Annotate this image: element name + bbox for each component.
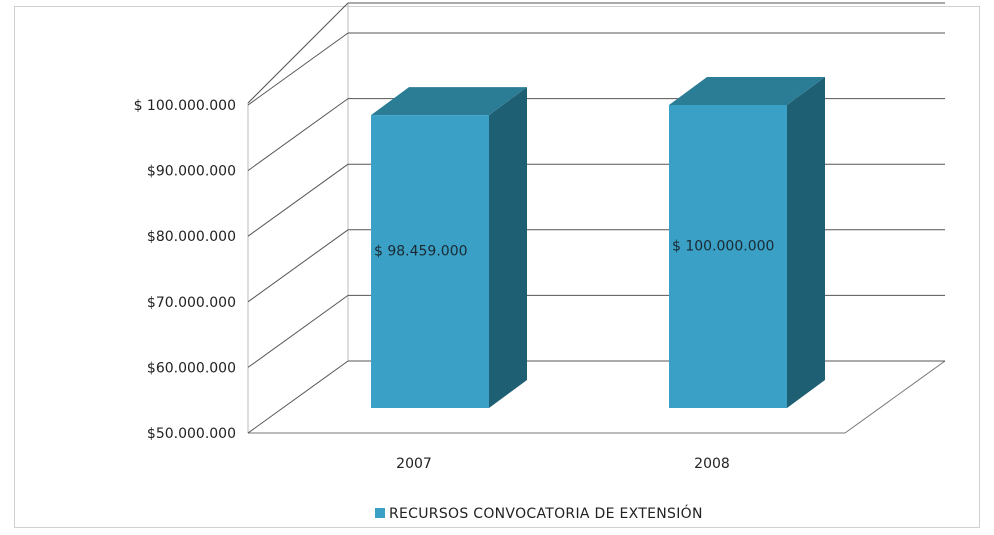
legend: RECURSOS CONVOCATORIA DE EXTENSIÓN	[375, 504, 703, 522]
floor-right-edge	[844, 360, 946, 434]
data-label: $ 98.459.000	[374, 244, 468, 260]
bar-top-face	[371, 87, 527, 116]
y-tick-label: $70.000.000	[147, 295, 236, 311]
side-wall-top-line	[247, 2, 349, 104]
data-label: $ 100.000.000	[672, 239, 774, 255]
y-tick-label: $60.000.000	[147, 360, 236, 376]
gridline-side	[247, 294, 349, 368]
gridline-side	[247, 98, 349, 172]
gridline-side	[247, 163, 349, 237]
x-axis-category-labels: 2007 2008	[396, 456, 730, 472]
y-axis-tick-labels: $50.000.000 $60.000.000 $70.000.000 $80.000…	[134, 98, 236, 442]
chart-walls	[247, 2, 946, 434]
gridlines	[247, 32, 945, 434]
y-tick-label: $90.000.000	[147, 164, 236, 180]
bar-2008	[669, 105, 787, 408]
y-tick-label: $ 100.000.000	[134, 98, 236, 114]
gridline-side	[247, 32, 349, 106]
x-category-label: 2008	[694, 456, 730, 472]
y-tick-label: $50.000.000	[147, 426, 236, 442]
bar-side-face	[787, 77, 825, 408]
bar-top-face	[669, 77, 825, 105]
y-tick-label: $80.000.000	[147, 229, 236, 245]
gridline-side	[247, 229, 349, 303]
gridline-side	[247, 360, 349, 434]
bar-2007	[371, 115, 489, 409]
bars: $ 98.459.000 $ 100.000.000	[371, 77, 825, 409]
bar-side-face	[489, 87, 527, 409]
legend-swatch	[375, 508, 385, 518]
legend-label: RECURSOS CONVOCATORIA DE EXTENSIÓN	[389, 504, 703, 522]
x-category-label: 2007	[396, 456, 432, 472]
